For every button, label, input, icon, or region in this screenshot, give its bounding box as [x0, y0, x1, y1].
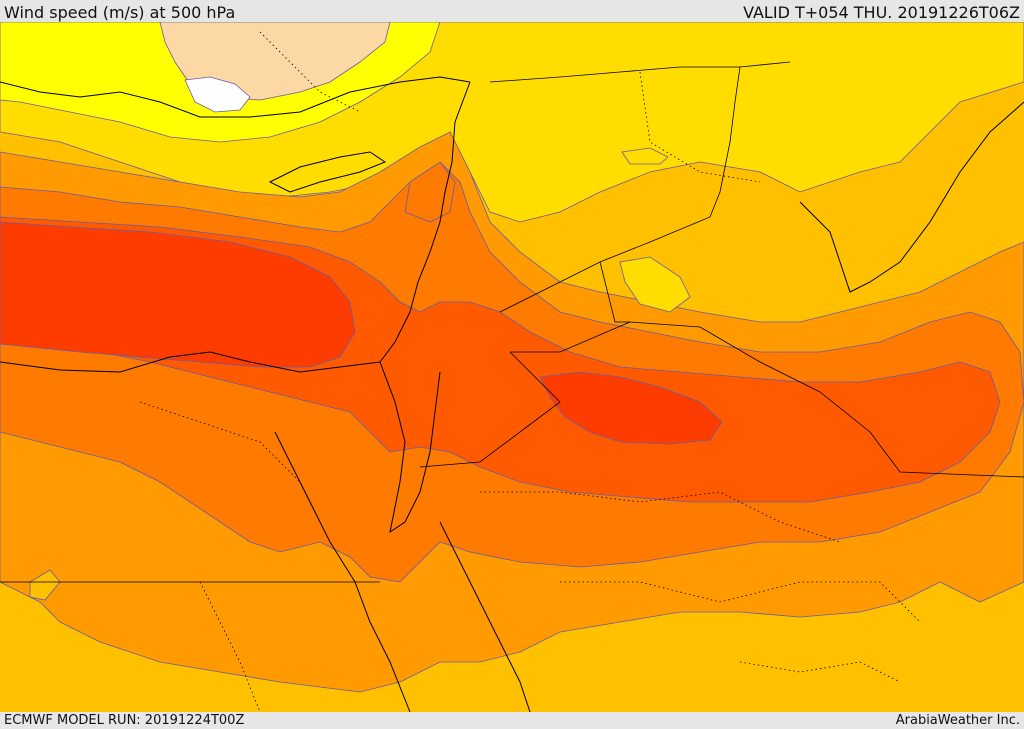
map-footer: ECMWF MODEL RUN: 20191224T00Z ArabiaWeat…: [0, 712, 1024, 729]
internal-boundaries: [139, 31, 921, 712]
coastlines: [0, 76, 1024, 712]
valid-time: VALID T+054 THU. 20191226T06Z: [743, 3, 1020, 22]
band-white: [184, 76, 251, 113]
credit-label: ArabiaWeather Inc.: [895, 713, 1020, 728]
patch-gold-east: [619, 256, 691, 313]
band-red-east: [539, 371, 723, 445]
patch-yellow-east: [621, 147, 669, 165]
wind-speed-map: [0, 22, 1024, 712]
map-area[interactable]: [0, 22, 1024, 712]
patch-amber-sw: [29, 569, 61, 601]
map-title: Wind speed (m/s) at 500 hPa: [4, 3, 236, 22]
band-red-west: [0, 221, 356, 368]
model-run: ECMWF MODEL RUN: 20191224T00Z: [4, 713, 245, 728]
map-header: Wind speed (m/s) at 500 hPa VALID T+054 …: [0, 0, 1024, 22]
